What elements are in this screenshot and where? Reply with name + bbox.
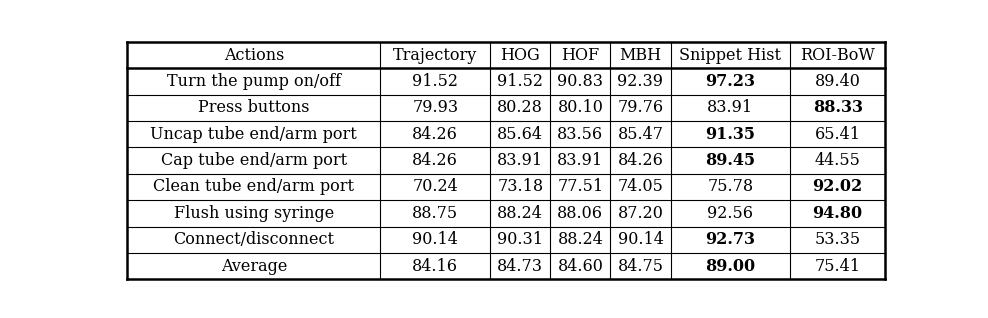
Text: 87.20: 87.20	[618, 205, 663, 222]
Text: HOG: HOG	[500, 46, 540, 64]
Text: 77.51: 77.51	[557, 178, 604, 196]
Text: 89.00: 89.00	[705, 258, 755, 275]
Text: 83.91: 83.91	[707, 99, 753, 116]
Text: 88.24: 88.24	[557, 231, 604, 248]
Text: 89.40: 89.40	[815, 73, 861, 90]
Text: 88.75: 88.75	[412, 205, 458, 222]
Text: 53.35: 53.35	[814, 231, 861, 248]
Text: Press buttons: Press buttons	[198, 99, 309, 116]
Text: 89.45: 89.45	[705, 152, 755, 169]
Text: 97.23: 97.23	[705, 73, 755, 90]
Text: Connect/disconnect: Connect/disconnect	[173, 231, 334, 248]
Text: 84.73: 84.73	[497, 258, 543, 275]
Text: Uncap tube end/arm port: Uncap tube end/arm port	[150, 126, 358, 143]
Text: 80.10: 80.10	[557, 99, 604, 116]
Text: 79.76: 79.76	[618, 99, 664, 116]
Text: Cap tube end/arm port: Cap tube end/arm port	[161, 152, 347, 169]
Text: 90.31: 90.31	[497, 231, 543, 248]
Text: HOF: HOF	[561, 46, 600, 64]
Text: Turn the pump on/off: Turn the pump on/off	[167, 73, 341, 90]
Text: 94.80: 94.80	[812, 205, 863, 222]
Text: 44.55: 44.55	[815, 152, 861, 169]
Text: 88.24: 88.24	[497, 205, 543, 222]
Text: 91.52: 91.52	[497, 73, 543, 90]
Text: Actions: Actions	[223, 46, 284, 64]
Text: 84.16: 84.16	[412, 258, 458, 275]
Text: 90.83: 90.83	[557, 73, 604, 90]
Text: 85.47: 85.47	[618, 126, 664, 143]
Text: 92.39: 92.39	[618, 73, 664, 90]
Text: 75.41: 75.41	[815, 258, 861, 275]
Text: 73.18: 73.18	[497, 178, 543, 196]
Text: 83.91: 83.91	[557, 152, 604, 169]
Text: 79.93: 79.93	[412, 99, 458, 116]
Text: 84.26: 84.26	[412, 152, 458, 169]
Text: ROI-BoW: ROI-BoW	[800, 46, 875, 64]
Text: 65.41: 65.41	[815, 126, 861, 143]
Text: 91.52: 91.52	[412, 73, 458, 90]
Text: 84.26: 84.26	[618, 152, 663, 169]
Text: Flush using syringe: Flush using syringe	[174, 205, 334, 222]
Text: Snippet Hist: Snippet Hist	[679, 46, 782, 64]
Text: MBH: MBH	[619, 46, 662, 64]
Text: Average: Average	[220, 258, 288, 275]
Text: 83.56: 83.56	[557, 126, 604, 143]
Text: 92.56: 92.56	[707, 205, 753, 222]
Text: 90.14: 90.14	[618, 231, 663, 248]
Text: 80.28: 80.28	[497, 99, 543, 116]
Text: 90.14: 90.14	[412, 231, 458, 248]
Text: 74.05: 74.05	[618, 178, 663, 196]
Text: 91.35: 91.35	[705, 126, 755, 143]
Text: 88.33: 88.33	[813, 99, 863, 116]
Text: 92.73: 92.73	[705, 231, 755, 248]
Text: 75.78: 75.78	[707, 178, 753, 196]
Text: 84.60: 84.60	[557, 258, 604, 275]
Text: Clean tube end/arm port: Clean tube end/arm port	[153, 178, 355, 196]
Text: 84.26: 84.26	[412, 126, 458, 143]
Text: 85.64: 85.64	[497, 126, 543, 143]
Text: 83.91: 83.91	[497, 152, 543, 169]
Text: 70.24: 70.24	[412, 178, 458, 196]
Text: Trajectory: Trajectory	[393, 46, 477, 64]
Text: 84.75: 84.75	[618, 258, 664, 275]
Text: 92.02: 92.02	[812, 178, 863, 196]
Text: 88.06: 88.06	[557, 205, 604, 222]
